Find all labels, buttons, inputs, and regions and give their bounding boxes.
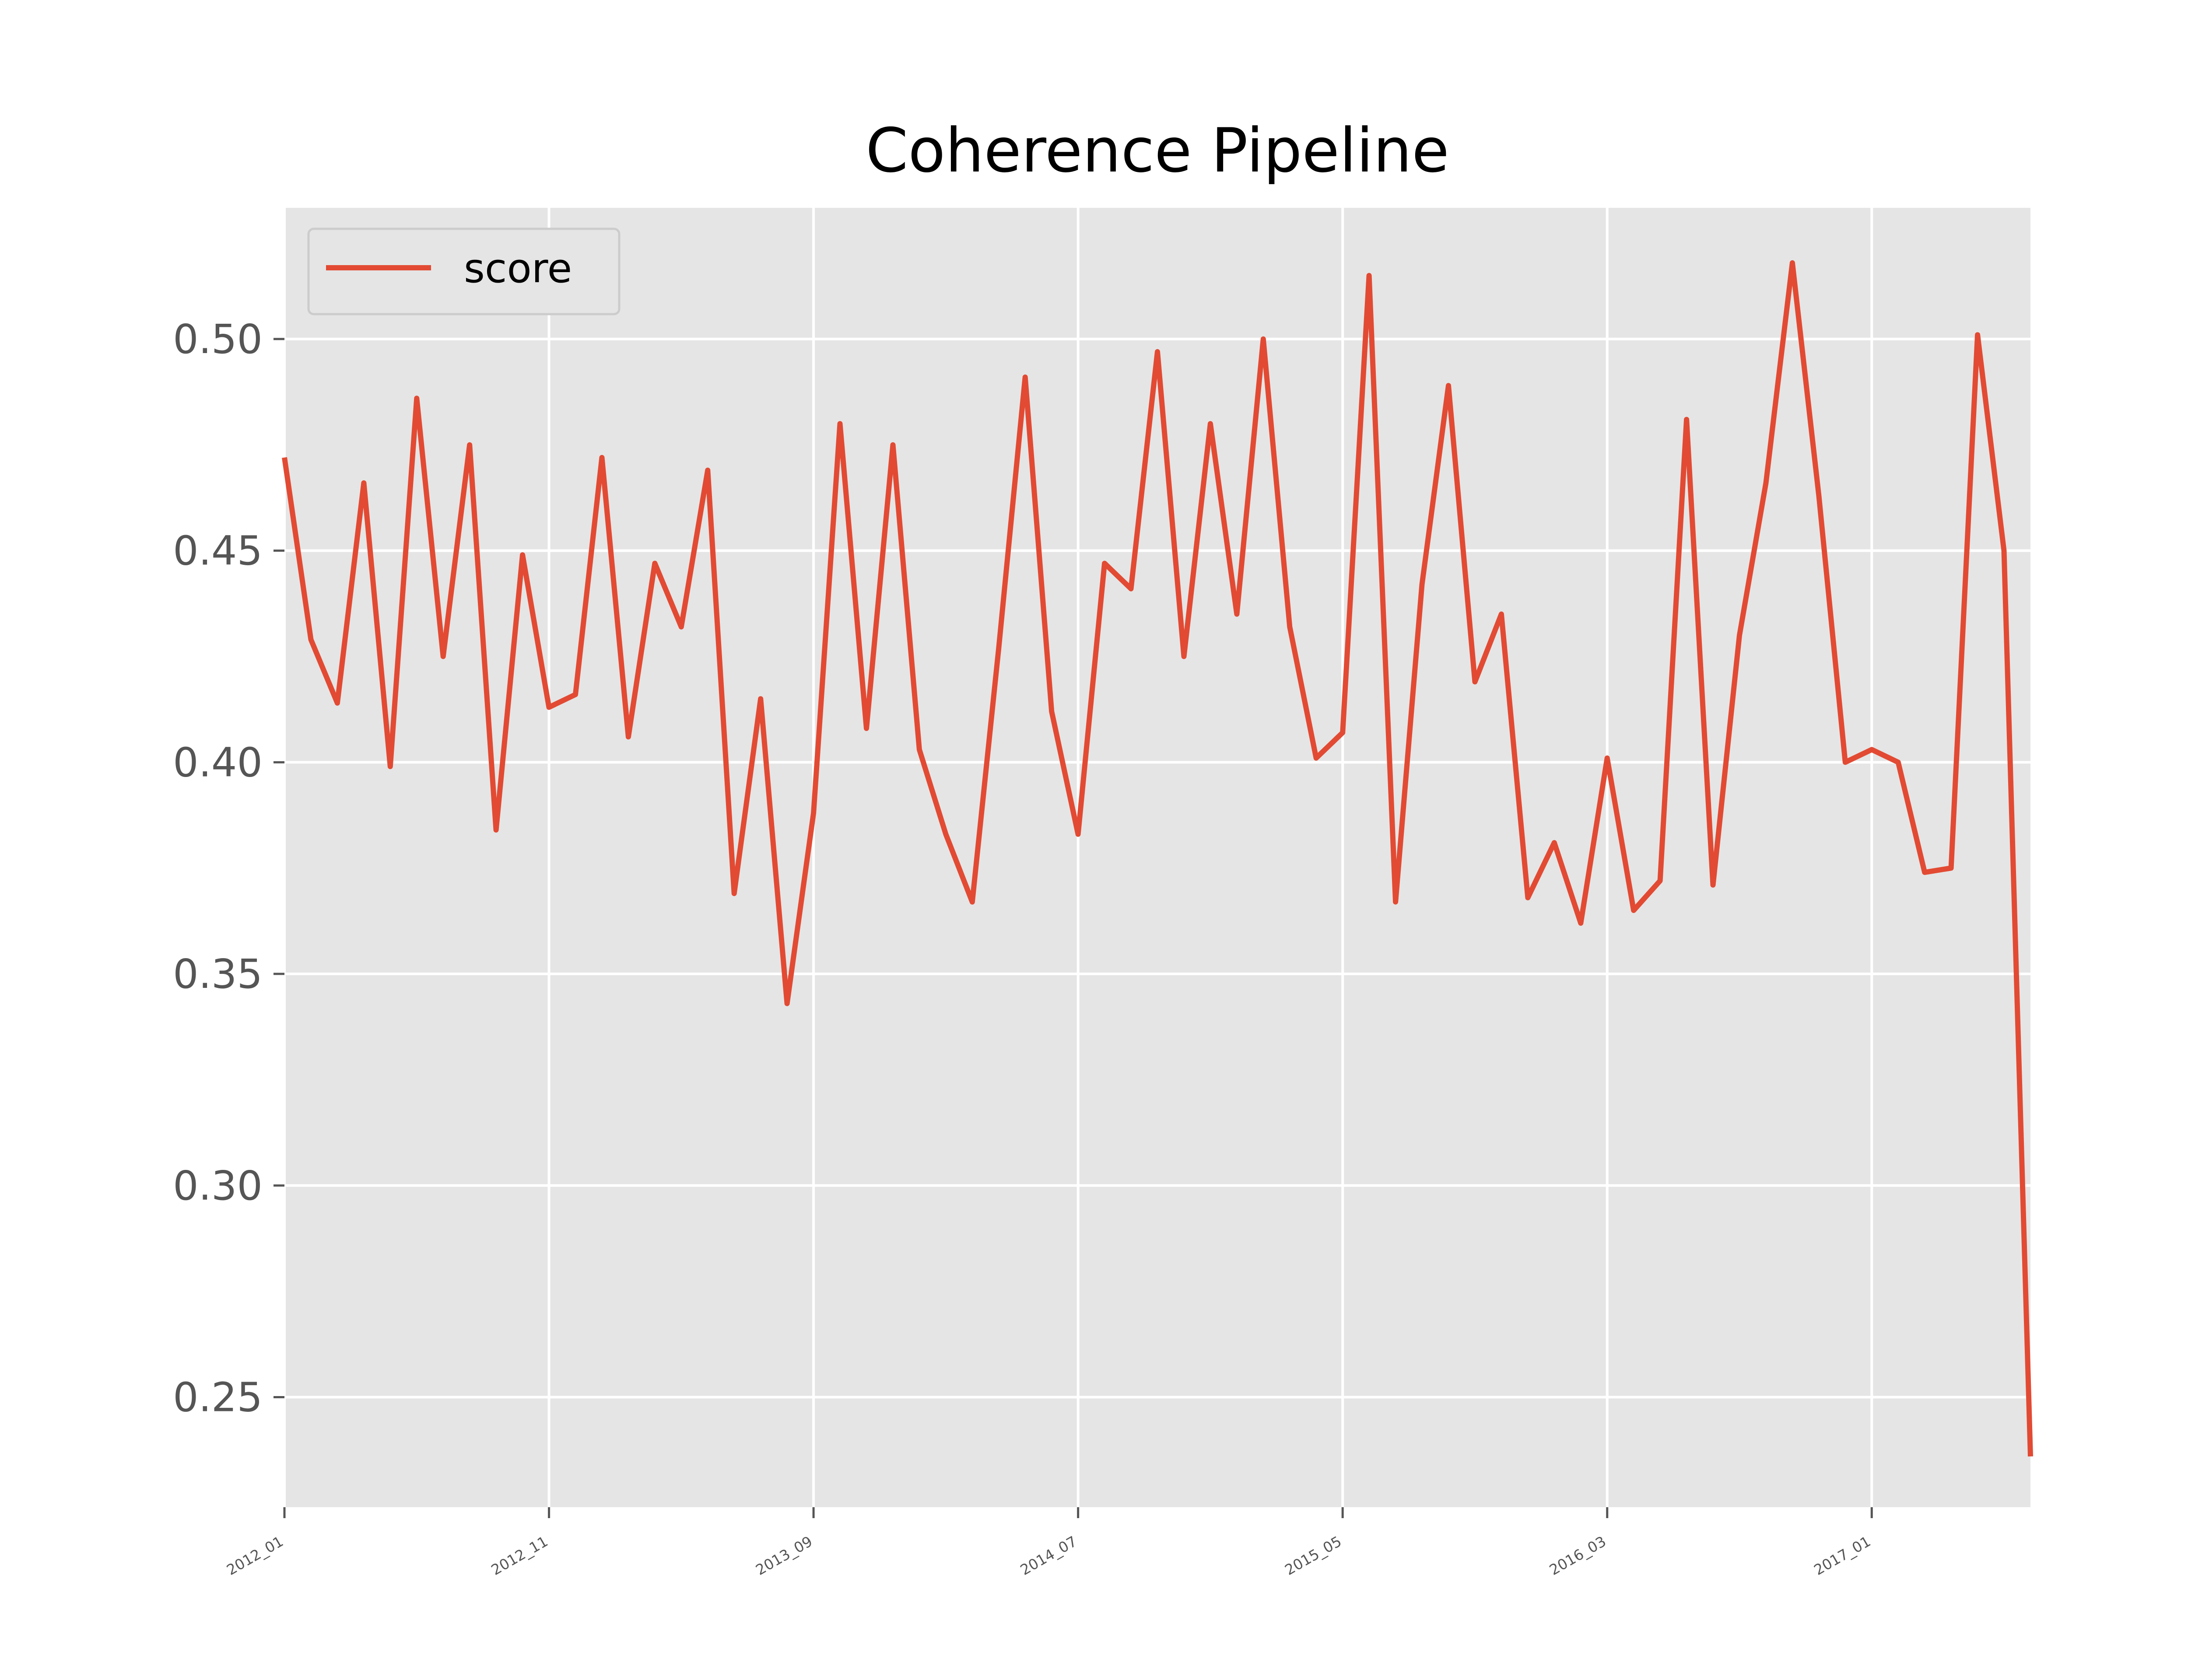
- chart-title: Coherence Pipeline: [866, 115, 1449, 186]
- legend-box: [307, 228, 621, 315]
- series-layer: [282, 260, 2033, 1457]
- y-tick-label: 0.50: [173, 316, 263, 363]
- y-tick-label: 0.35: [173, 951, 263, 998]
- y-tick-label: 0.45: [173, 528, 263, 574]
- series-line-score: [282, 260, 2033, 1457]
- y-tick-label: 0.30: [173, 1162, 263, 1209]
- legend: score: [307, 228, 621, 315]
- legend-label-score: score: [464, 245, 572, 292]
- plot-area: [284, 208, 2030, 1507]
- y-tick-label: 0.40: [173, 739, 263, 786]
- y-tick-label: 0.25: [173, 1374, 263, 1421]
- grid-lines: [283, 208, 2030, 1507]
